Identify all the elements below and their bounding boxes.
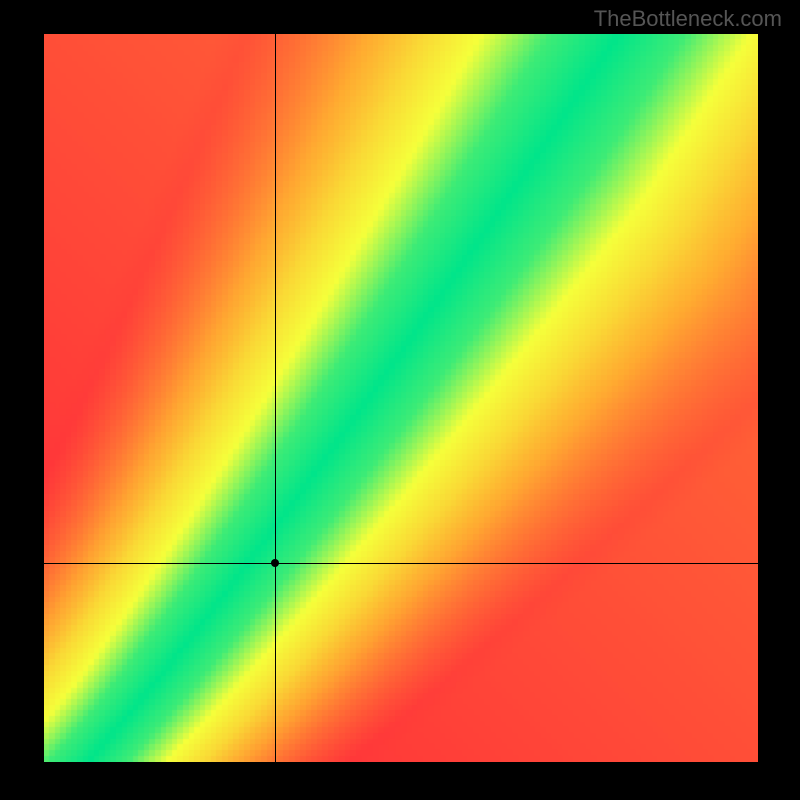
plot-wrap: [44, 34, 758, 762]
watermark-text: TheBottleneck.com: [594, 6, 782, 32]
crosshair-horizontal: [44, 563, 758, 564]
bottleneck-container: TheBottleneck.com: [0, 0, 800, 800]
crosshair-vertical: [275, 34, 276, 762]
marker-dot: [271, 559, 279, 567]
